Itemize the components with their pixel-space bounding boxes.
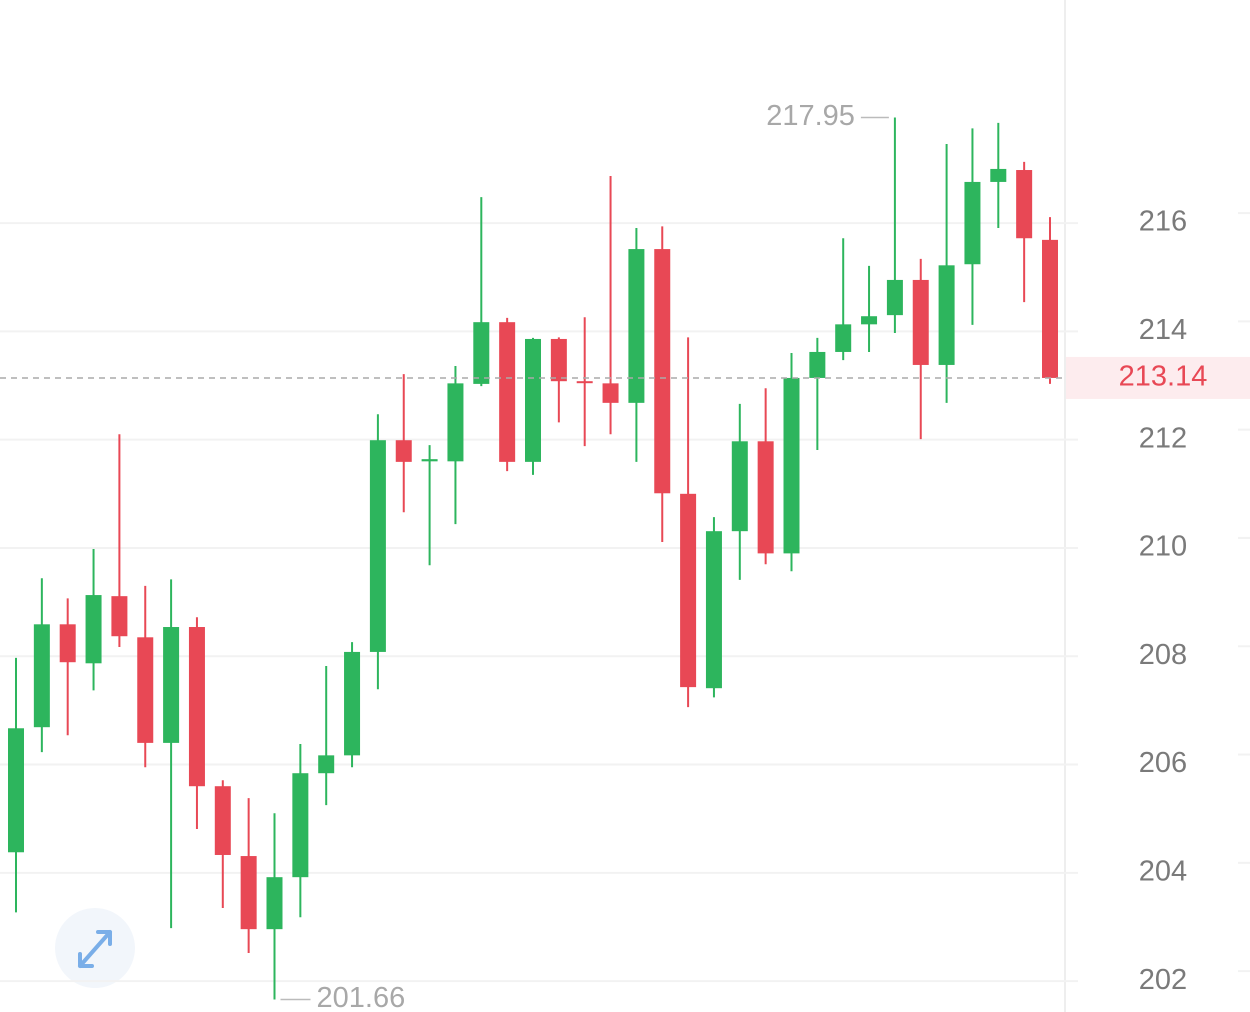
candle-body	[628, 249, 645, 403]
candle-body	[266, 877, 283, 930]
candle-body	[783, 377, 800, 554]
candle-body	[85, 595, 102, 664]
candle-body	[499, 322, 516, 462]
candle-body	[163, 627, 180, 743]
candle-body	[8, 728, 24, 853]
candle-body	[240, 856, 257, 930]
candle-body	[964, 181, 981, 265]
candle-body	[654, 249, 671, 494]
candle-body	[292, 773, 309, 878]
last-price-label: 213.14	[1119, 361, 1208, 393]
candle-body	[447, 383, 464, 462]
candle-body	[33, 624, 50, 728]
candle-body	[602, 383, 619, 403]
candle-body	[731, 441, 748, 532]
y-tick-label: 208	[1139, 639, 1187, 671]
candle-body	[111, 596, 128, 637]
candle-body	[395, 440, 412, 462]
candle-body	[421, 459, 438, 462]
candle-body	[137, 637, 154, 743]
last-price-bg	[1066, 356, 1250, 399]
candle-body	[188, 627, 205, 787]
candle-body	[938, 265, 955, 365]
y-tick-label: 206	[1139, 747, 1187, 779]
candle-body	[990, 168, 1007, 182]
candle-body	[59, 624, 76, 663]
candle-body	[680, 493, 697, 688]
y-tick-label: 210	[1139, 531, 1187, 563]
expand-icon[interactable]	[78, 930, 112, 968]
max-label: 217.95	[766, 100, 855, 132]
candle-body	[576, 381, 593, 384]
candle-body	[344, 651, 361, 756]
candle-body	[318, 755, 335, 774]
candle-body	[886, 279, 903, 316]
y-tick-label: 204	[1139, 855, 1187, 887]
y-tick-label: 212	[1139, 422, 1187, 454]
candle-body	[757, 441, 774, 554]
candle-body	[473, 322, 490, 384]
candle-body	[1016, 170, 1033, 239]
y-tick-label: 216	[1139, 206, 1187, 238]
candle-body	[369, 440, 386, 652]
min-label: 201.66	[317, 982, 406, 1012]
candle-body	[214, 786, 231, 855]
expand-button[interactable]	[55, 908, 135, 988]
candle-body	[835, 324, 852, 352]
y-tick-label: 202	[1139, 964, 1187, 996]
y-tick-label: 214	[1139, 314, 1187, 346]
candle-body	[705, 531, 722, 689]
candle-body	[1042, 239, 1058, 378]
candle-body	[861, 316, 878, 325]
candle-body	[550, 338, 567, 382]
candle-body	[912, 279, 929, 365]
candle-body	[809, 351, 826, 378]
candle-body	[525, 338, 541, 462]
